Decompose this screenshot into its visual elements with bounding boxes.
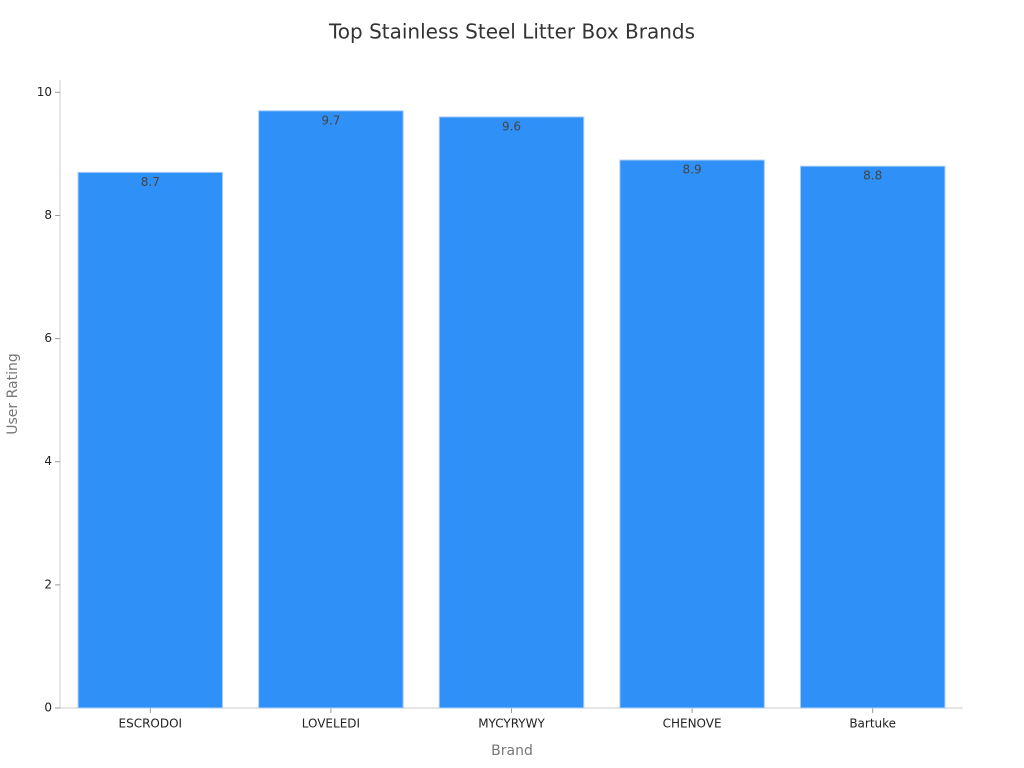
x-tick-label: MYCYRYWY bbox=[478, 717, 545, 731]
y-tick-label: 8 bbox=[44, 208, 52, 222]
chart-title: Top Stainless Steel Litter Box Brands bbox=[328, 20, 695, 44]
bar bbox=[438, 116, 585, 709]
x-tick-label: Bartuke bbox=[849, 717, 896, 731]
value-label: 8.8 bbox=[863, 169, 882, 183]
x-tick-label: LOVELEDI bbox=[302, 717, 360, 731]
bar bbox=[799, 165, 946, 709]
y-tick-label: 4 bbox=[44, 454, 52, 468]
value-label: 9.7 bbox=[321, 113, 340, 127]
y-axis-title: User Rating bbox=[5, 353, 21, 435]
bar bbox=[258, 110, 404, 709]
y-tick-label: 0 bbox=[44, 701, 52, 715]
y-tick-label: 6 bbox=[44, 331, 52, 345]
y-tick-label: 10 bbox=[37, 85, 52, 99]
value-label: 8.7 bbox=[141, 175, 160, 189]
y-tick-label: 2 bbox=[44, 577, 52, 591]
value-label: 9.6 bbox=[502, 119, 521, 133]
bar bbox=[77, 171, 224, 709]
x-axis-title: Brand bbox=[491, 743, 533, 759]
x-tick-label: ESCRODOI bbox=[119, 717, 183, 731]
x-tick-label: CHENOVE bbox=[663, 717, 722, 731]
value-label: 8.9 bbox=[683, 163, 702, 177]
bar bbox=[619, 159, 765, 709]
